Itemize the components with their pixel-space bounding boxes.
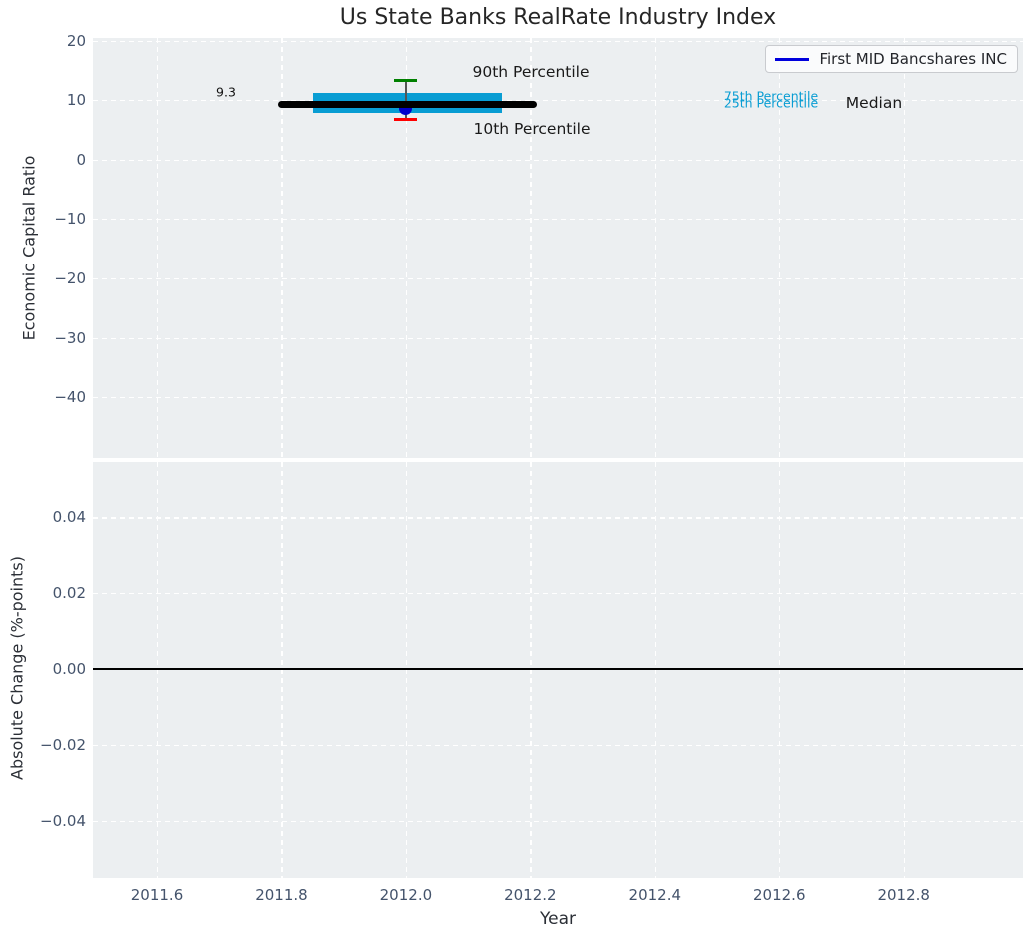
industry-90th-cap [394,79,418,83]
top-y-tick-label: −40 [54,387,86,406]
x-axis-label: Year [540,909,576,929]
top-y-tick-label: −10 [54,209,86,228]
top-y-tick-label: −30 [54,328,86,347]
legend-line-sample [775,57,810,61]
top-plot-area: 90th Percentile 10th Percentile 75th Per… [93,38,1023,458]
annotation-median-value: 9.3 [216,84,236,100]
gridline-horizontal [93,396,1023,398]
gridline-vertical [779,38,781,458]
zero-line [93,668,1023,670]
gridline-vertical [530,38,532,458]
annotation-75th-percentile: 75th Percentile [723,88,819,104]
gridline-vertical [405,38,408,458]
chart-title: Us State Banks RealRate Industry Index [339,5,777,30]
industry-whisker-line [405,80,407,120]
bottom-y-tick-label: 0.02 [52,584,86,603]
gridline-vertical [281,38,283,458]
gridline-horizontal [93,278,1023,280]
x-tick-label: 2011.8 [255,886,308,904]
x-tick-label: 2012.2 [504,886,557,904]
x-tick-label: 2011.6 [130,886,184,904]
gridline-vertical [903,38,905,458]
industry-10th-cap [394,117,418,121]
bottom-y-axis-label: Absolute Change (%-points) [7,556,27,780]
top-y-tick-label: 10 [66,91,86,110]
annotation-90th-percentile: 90th Percentile [472,63,590,81]
gridline-vertical [157,38,159,458]
top-y-tick-label: 20 [66,32,86,50]
gridline-horizontal [93,41,1023,43]
x-tick-label: 2012.0 [379,886,433,904]
x-tick-label: 2012.8 [877,886,930,904]
gridline-horizontal [93,593,1023,595]
bottom-y-tick-label: −0.02 [40,735,86,754]
gridline-horizontal [93,100,1023,102]
annotation-10th-percentile: 10th Percentile [473,120,591,138]
annotation-median: Median [845,94,903,112]
legend: First MID Bancshares INC [765,45,1018,73]
gridline-vertical [654,38,656,458]
bottom-y-tick-label: 0.00 [52,660,86,678]
industry-median-line [278,100,537,108]
legend-label: First MID Bancshares INC [819,50,1007,68]
gridline-horizontal [93,517,1023,519]
gridline-horizontal [93,218,1023,221]
annotation-25th-percentile: 25th Percentile [723,95,819,111]
top-y-axis-label: Economic Capital Ratio [19,155,39,341]
bottom-plot-area [93,462,1023,878]
top-y-tick-label: 0 [76,150,86,169]
x-tick-label: 2012.6 [753,886,806,904]
gridline-horizontal [93,159,1023,161]
bottom-y-tick-label: −0.04 [40,811,86,830]
gridline-horizontal [93,744,1023,746]
bottom-y-tick-label: 0.04 [52,508,86,527]
top-y-tick-label: −20 [54,269,86,288]
gridline-horizontal [93,337,1023,339]
gridline-horizontal [93,820,1023,822]
x-tick-label: 2012.4 [628,886,682,904]
